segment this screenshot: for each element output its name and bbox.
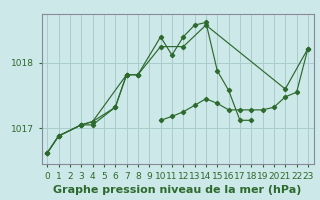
X-axis label: Graphe pression niveau de la mer (hPa): Graphe pression niveau de la mer (hPa) [53,185,302,195]
